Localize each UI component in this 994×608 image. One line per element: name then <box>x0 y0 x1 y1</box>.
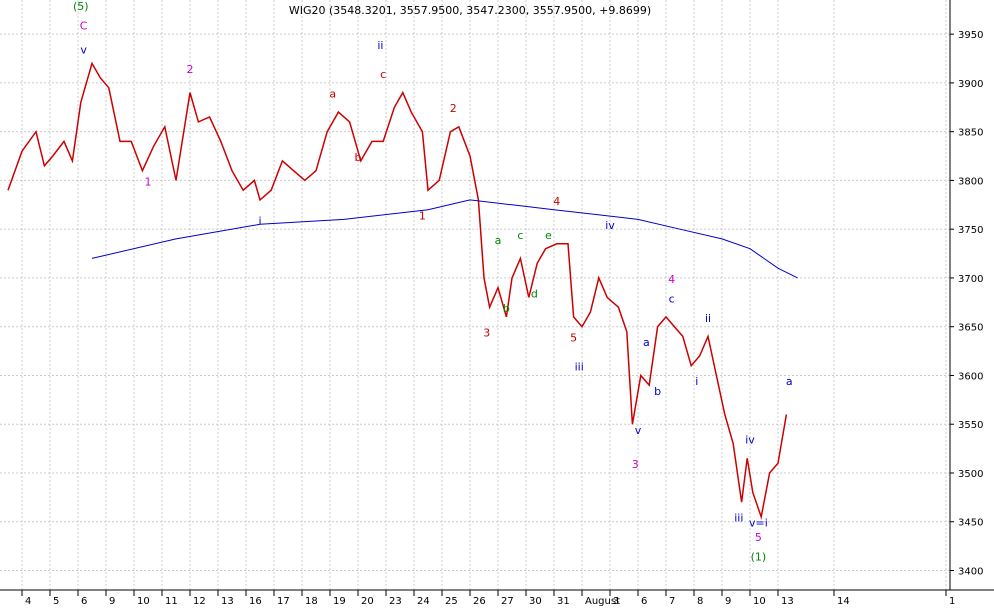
annotation-9: c <box>380 68 386 81</box>
annotation-20: iii <box>575 361 584 374</box>
x-tick-label-15: 25 <box>445 596 458 607</box>
y-tick-label-0: 3400 <box>958 566 983 577</box>
x-tick-label-23: 7 <box>669 596 675 607</box>
annotation-26: 4 <box>668 273 675 286</box>
annotation-7: b <box>355 151 362 164</box>
x-tick-label-19: 31 <box>557 596 570 607</box>
y-tick-label-6: 3700 <box>958 274 983 285</box>
x-tick-label-21: 3 <box>613 596 619 607</box>
annotation-25: b <box>654 385 661 398</box>
x-tick-label-7: 13 <box>221 596 234 607</box>
annotation-15: c <box>517 229 523 242</box>
annotation-22: a <box>643 336 650 349</box>
x-tick-label-17: 27 <box>501 596 514 607</box>
annotation-29: ii <box>705 312 711 325</box>
x-tick-label-11: 19 <box>333 596 346 607</box>
x-tick-label-8: 16 <box>249 596 262 607</box>
x-tick-label-12: 20 <box>361 596 374 607</box>
annotation-13: a <box>495 234 502 247</box>
x-tick-label-18: 30 <box>529 596 542 607</box>
x-tick-label-24: 8 <box>697 596 703 607</box>
y-tick-label-2: 3500 <box>958 469 983 480</box>
annotation-8: ii <box>377 39 383 52</box>
y-tick-label-4: 3600 <box>958 371 983 382</box>
x-tick-label-26: 10 <box>753 596 766 607</box>
annotation-10: 1 <box>419 209 426 222</box>
annotation-34: (1) <box>751 551 767 564</box>
series-line-0 <box>7 61 788 520</box>
x-tick-label-14: 24 <box>417 596 430 607</box>
annotation-31: iii <box>734 512 743 525</box>
x-tick-label-3: 9 <box>109 596 115 607</box>
annotation-5: i <box>258 214 261 227</box>
x-tick-label-13: 23 <box>389 596 402 607</box>
annotation-28: i <box>695 375 698 388</box>
annotation-1: C <box>80 19 88 32</box>
y-tick-label-3: 3550 <box>958 420 983 431</box>
annotation-32: v=i <box>749 517 768 530</box>
x-tick-label-20: August <box>585 596 620 607</box>
y-tick-label-11: 3950 <box>958 30 983 41</box>
x-tick-label-9: 17 <box>277 596 290 607</box>
x-tick-label-29: 1 <box>949 596 955 607</box>
y-tick-label-8: 3800 <box>958 176 983 187</box>
x-tick-label-28: 14 <box>837 596 850 607</box>
annotation-17: e <box>545 229 552 242</box>
annotation-33: 5 <box>755 531 762 544</box>
x-tick-label-1: 5 <box>53 596 59 607</box>
annotation-23: v <box>635 424 642 437</box>
annotation-18: 4 <box>553 195 560 208</box>
annotation-3: 1 <box>145 175 152 188</box>
annotation-14: b <box>503 302 510 315</box>
y-tick-label-10: 3900 <box>958 79 983 90</box>
annotation-30: iv <box>745 434 755 447</box>
x-tick-label-0: 4 <box>25 596 31 607</box>
annotation-24: 3 <box>632 458 639 471</box>
annotation-12: 3 <box>483 326 490 339</box>
annotation-6: a <box>329 88 336 101</box>
annotation-27: c <box>669 292 675 305</box>
annotation-2: v <box>80 44 87 57</box>
x-tick-label-27: 13 <box>781 596 794 607</box>
x-tick-label-2: 6 <box>81 596 87 607</box>
x-tick-label-10: 18 <box>305 596 318 607</box>
series-layer <box>7 61 798 520</box>
annotation-11: 2 <box>450 102 457 115</box>
annotation-35: a <box>786 375 793 388</box>
annotations: (5)Cv12iabiic123abcde45iiiivav3b4ciiiivi… <box>73 0 793 564</box>
x-tick-label-5: 11 <box>165 596 178 607</box>
annotation-4: 2 <box>187 63 194 76</box>
series-line-1 <box>91 199 798 279</box>
y-tick-label-1: 3450 <box>958 518 983 529</box>
y-tick-label-5: 3650 <box>958 323 983 334</box>
annotation-19: 5 <box>570 331 577 344</box>
x-tick-label-25: 9 <box>725 596 731 607</box>
annotation-16: d <box>531 287 538 300</box>
x-tick-label-16: 26 <box>473 596 486 607</box>
chart-title: WIG20 (3548.3201, 3557.9500, 3547.2300, … <box>289 4 651 17</box>
annotation-0: (5) <box>73 0 89 13</box>
x-tick-label-4: 10 <box>137 596 150 607</box>
x-tick-label-6: 12 <box>193 596 206 607</box>
y-tick-label-7: 3750 <box>958 225 983 236</box>
y-tick-label-9: 3850 <box>958 128 983 139</box>
annotation-21: iv <box>605 219 615 232</box>
x-tick-label-22: 6 <box>641 596 647 607</box>
